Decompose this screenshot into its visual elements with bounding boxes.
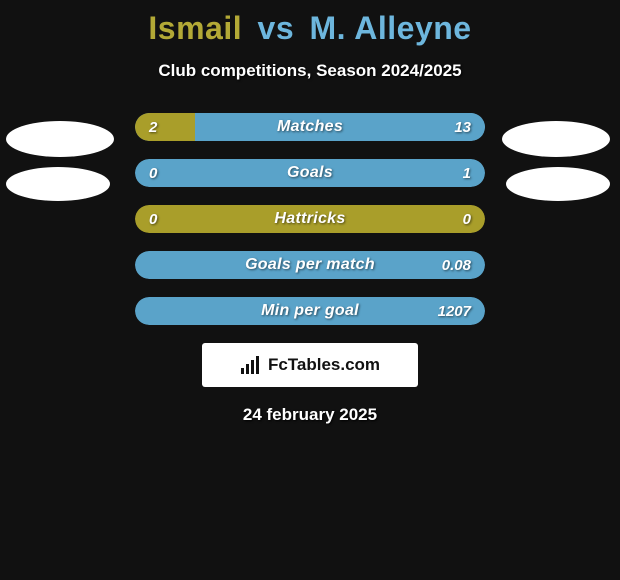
subtitle: Club competitions, Season 2024/2025	[0, 61, 620, 81]
player2-avatar-secondary	[506, 167, 610, 201]
brand-chart-icon	[240, 356, 262, 374]
player1-name: Ismail	[148, 10, 242, 46]
player1-avatar-secondary	[6, 167, 110, 201]
stat-bar: 1207Min per goal	[135, 297, 485, 325]
player1-avatar	[6, 121, 114, 157]
stats-section: 213Matches 01Goals 00Hattricks 0.08Goals pe…	[0, 113, 620, 325]
stat-bar: 00Hattricks	[135, 205, 485, 233]
stat-label: Goals per match	[135, 251, 485, 279]
stat-label: Goals	[135, 159, 485, 187]
brand-badge: FcTables.com	[202, 343, 418, 387]
player2-name: M. Alleyne	[310, 10, 472, 46]
brand-text: FcTables.com	[268, 355, 380, 375]
stat-bars: 213Matches 01Goals 00Hattricks 0.08Goals pe…	[135, 113, 485, 325]
vs-text: vs	[258, 10, 295, 46]
stat-bar: 01Goals	[135, 159, 485, 187]
stat-bar: 213Matches	[135, 113, 485, 141]
comparison-title: Ismail vs M. Alleyne	[0, 0, 620, 47]
stat-label: Hattricks	[135, 205, 485, 233]
player2-avatar	[502, 121, 610, 157]
date-text: 24 february 2025	[0, 405, 620, 425]
stat-bar: 0.08Goals per match	[135, 251, 485, 279]
stat-label: Min per goal	[135, 297, 485, 325]
stat-label: Matches	[135, 113, 485, 141]
